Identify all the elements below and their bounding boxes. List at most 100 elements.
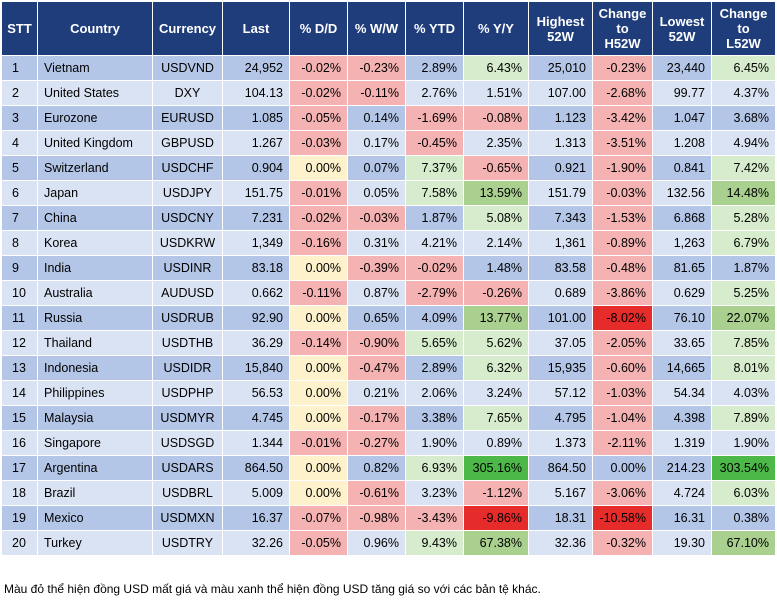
cell-yy: 6.32% — [463, 355, 529, 381]
cell-change-h52w: -0.60% — [592, 355, 653, 381]
cell-yy: 7.65% — [463, 405, 529, 431]
cell-highest-52w: 864.50 — [528, 455, 593, 481]
cell-country: Brazil — [37, 480, 153, 506]
cell-highest-52w: 18.31 — [528, 505, 593, 531]
cell-ytd: 7.58% — [405, 180, 464, 206]
cell-currency: USDRUB — [152, 305, 223, 331]
cell-currency: USDKRW — [152, 230, 223, 256]
cell-stt: 10 — [1, 280, 38, 306]
cell-change-l52w: 4.94% — [711, 130, 776, 156]
cell-change-l52w: 6.79% — [711, 230, 776, 256]
cell-ytd: 2.89% — [405, 355, 464, 381]
cell-last: 15,840 — [222, 355, 290, 381]
cell-ww: 0.82% — [347, 455, 406, 481]
cell-currency: USDCHF — [152, 155, 223, 181]
cell-stt: 17 — [1, 455, 38, 481]
cell-yy: 305.16% — [463, 455, 529, 481]
cell-currency: USDCNY — [152, 205, 223, 231]
cell-lowest-52w: 14,665 — [652, 355, 712, 381]
cell-dd: -0.02% — [289, 80, 348, 106]
cell-change-l52w: 6.45% — [711, 55, 776, 81]
cell-yy: 5.08% — [463, 205, 529, 231]
cell-stt: 15 — [1, 405, 38, 431]
cell-country: United Kingdom — [37, 130, 153, 156]
cell-change-h52w: -2.68% — [592, 80, 653, 106]
table-row: 12 Thailand USDTHB 36.29 -0.14% -0.90% 5.65% 5.… — [1, 330, 776, 356]
header-change-h52w: Change to H52W — [592, 1, 653, 56]
cell-dd: -0.01% — [289, 430, 348, 456]
cell-change-l52w: 303.54% — [711, 455, 776, 481]
cell-ww: 0.17% — [347, 130, 406, 156]
cell-dd: 0.00% — [289, 355, 348, 381]
cell-highest-52w: 0.921 — [528, 155, 593, 181]
table-row: 4 United Kingdom GBPUSD 1.267 -0.03% 0.17% -0.… — [1, 130, 776, 156]
cell-change-l52w: 0.38% — [711, 505, 776, 531]
cell-stt: 5 — [1, 155, 38, 181]
cell-ytd: 2.06% — [405, 380, 464, 406]
cell-ytd: -3.43% — [405, 505, 464, 531]
table-row: 7 China USDCNY 7.231 -0.02% -0.03% 1.87% 5.08% 7… — [1, 205, 776, 231]
cell-dd: 0.00% — [289, 480, 348, 506]
cell-stt: 16 — [1, 430, 38, 456]
cell-stt: 18 — [1, 480, 38, 506]
cell-stt: 2 — [1, 80, 38, 106]
cell-country: Australia — [37, 280, 153, 306]
cell-ww: -0.27% — [347, 430, 406, 456]
cell-ww: 0.14% — [347, 105, 406, 131]
cell-dd: -0.16% — [289, 230, 348, 256]
cell-lowest-52w: 33.65 — [652, 330, 712, 356]
header-ytd: % YTD — [405, 1, 464, 56]
cell-highest-52w: 0.689 — [528, 280, 593, 306]
cell-change-h52w: -1.04% — [592, 405, 653, 431]
header-ww: % W/W — [347, 1, 406, 56]
cell-yy: 13.77% — [463, 305, 529, 331]
cell-stt: 14 — [1, 380, 38, 406]
cell-last: 0.662 — [222, 280, 290, 306]
cell-change-h52w: -2.05% — [592, 330, 653, 356]
cell-highest-52w: 37.05 — [528, 330, 593, 356]
cell-ww: 0.65% — [347, 305, 406, 331]
cell-ww: 0.96% — [347, 530, 406, 556]
cell-last: 1.344 — [222, 430, 290, 456]
cell-stt: 1 — [1, 55, 38, 81]
cell-change-h52w: -0.89% — [592, 230, 653, 256]
cell-lowest-52w: 4.398 — [652, 405, 712, 431]
cell-last: 24,952 — [222, 55, 290, 81]
table-row: 19 Mexico USDMXN 16.37 -0.07% -0.98% -3.43% -9.… — [1, 505, 776, 531]
cell-dd: 0.00% — [289, 155, 348, 181]
cell-ytd: -0.02% — [405, 255, 464, 281]
header-row: STT Country Currency Last % D/D % W/W % … — [1, 1, 776, 56]
cell-lowest-52w: 81.65 — [652, 255, 712, 281]
cell-country: Switzerland — [37, 155, 153, 181]
cell-last: 104.13 — [222, 80, 290, 106]
cell-dd: 0.00% — [289, 255, 348, 281]
cell-stt: 4 — [1, 130, 38, 156]
cell-yy: -1.12% — [463, 480, 529, 506]
table-row: 18 Brazil USDBRL 5.009 0.00% -0.61% 3.23% -1.12… — [1, 480, 776, 506]
cell-stt: 9 — [1, 255, 38, 281]
cell-country: Mexico — [37, 505, 153, 531]
cell-change-h52w: -0.32% — [592, 530, 653, 556]
cell-ww: -0.03% — [347, 205, 406, 231]
cell-country: Vietnam — [37, 55, 153, 81]
header-change-l52w: Change to L52W — [711, 1, 776, 56]
table-row: 17 Argentina USDARS 864.50 0.00% 0.82% 6.93% 30… — [1, 455, 776, 481]
cell-country: Malaysia — [37, 405, 153, 431]
cell-stt: 7 — [1, 205, 38, 231]
cell-highest-52w: 7.343 — [528, 205, 593, 231]
cell-dd: -0.11% — [289, 280, 348, 306]
cell-ytd: -2.79% — [405, 280, 464, 306]
cell-country: Japan — [37, 180, 153, 206]
cell-change-h52w: -10.58% — [592, 505, 653, 531]
cell-yy: 0.89% — [463, 430, 529, 456]
table-row: 13 Indonesia USDIDR 15,840 0.00% -0.47% 2.89% 6… — [1, 355, 776, 381]
table-row: 3 Eurozone EURUSD 1.085 -0.05% 0.14% -1.69% -0.… — [1, 105, 776, 131]
cell-highest-52w: 107.00 — [528, 80, 593, 106]
cell-lowest-52w: 99.77 — [652, 80, 712, 106]
cell-yy: 5.62% — [463, 330, 529, 356]
cell-currency: USDTHB — [152, 330, 223, 356]
header-last: Last — [222, 1, 290, 56]
cell-dd: -0.01% — [289, 180, 348, 206]
cell-lowest-52w: 6.868 — [652, 205, 712, 231]
cell-ytd: -1.69% — [405, 105, 464, 131]
